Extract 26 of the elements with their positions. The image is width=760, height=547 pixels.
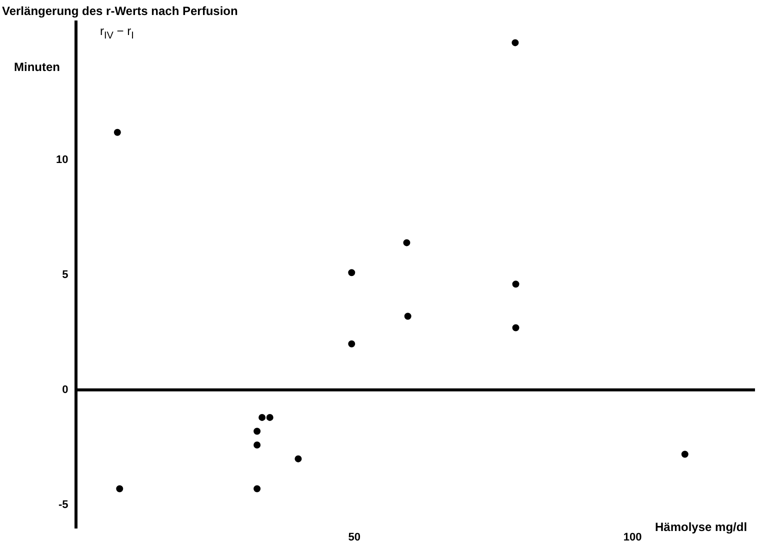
x-tick-label: 50 xyxy=(348,531,361,544)
x-tick-label: 100 xyxy=(623,531,642,544)
point xyxy=(403,239,410,246)
point xyxy=(258,414,266,421)
point xyxy=(114,128,121,136)
point xyxy=(116,485,124,492)
point xyxy=(512,39,519,46)
point xyxy=(348,340,356,348)
point xyxy=(266,414,274,421)
y-axis-title: Minuten xyxy=(14,60,60,74)
point xyxy=(404,312,412,320)
y-tick-label: 0 xyxy=(62,384,68,396)
point xyxy=(254,442,261,449)
chart-title: Verlängerung des r-Werts nach Perfusion xyxy=(2,4,238,18)
y-tick-label: 10 xyxy=(56,154,68,166)
point xyxy=(512,280,520,288)
y-tick-label: 5 xyxy=(62,268,68,281)
point xyxy=(294,455,302,462)
point xyxy=(681,450,688,458)
point xyxy=(254,428,261,435)
y-tick-label: -5 xyxy=(58,498,68,511)
point xyxy=(254,485,261,492)
text: r$_{IV}$ − r$_{I}$ xyxy=(100,24,134,42)
x-axis-title: Hämolyse mg/dl xyxy=(655,520,748,534)
point xyxy=(512,324,520,332)
point xyxy=(348,269,356,276)
